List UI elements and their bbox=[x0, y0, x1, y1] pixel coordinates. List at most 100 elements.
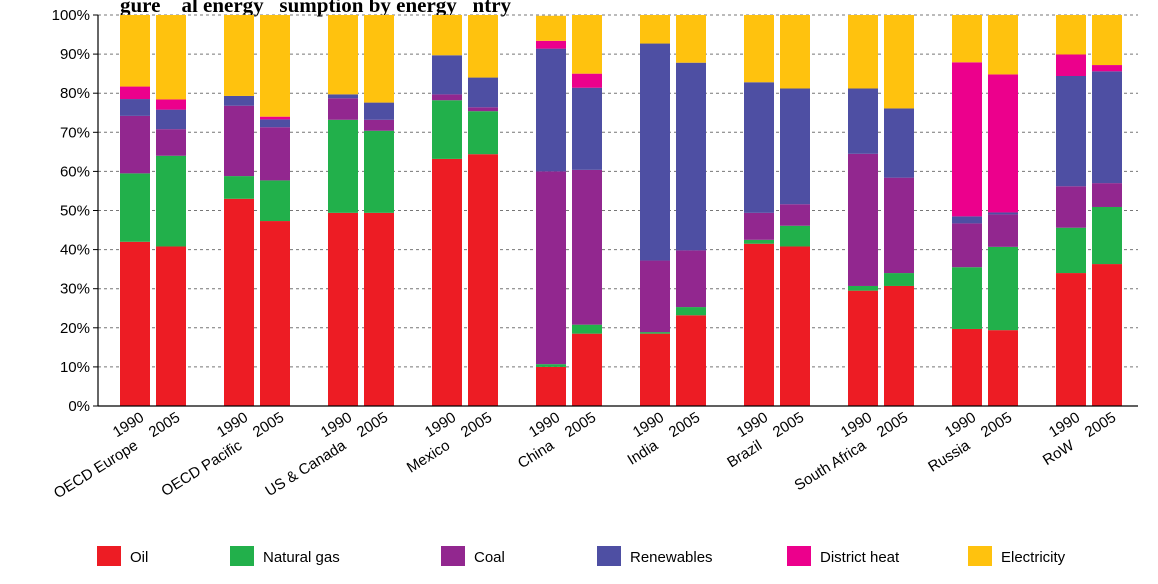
bar-segment-oil bbox=[1056, 273, 1086, 406]
x-tick-year-label: 2005 bbox=[146, 409, 183, 441]
bar-segment-coal bbox=[224, 105, 254, 177]
x-tick-year-label: 2005 bbox=[562, 409, 599, 441]
x-group-label: Russia bbox=[925, 437, 973, 476]
bar-segment-district-heat bbox=[260, 116, 290, 120]
bar-segment-renewables bbox=[1092, 71, 1122, 184]
bar-segment-natural-gas bbox=[364, 130, 394, 213]
bar-segment-renewables bbox=[364, 102, 394, 120]
bar-segment-electricity bbox=[468, 15, 498, 78]
bar-segment-district-heat bbox=[120, 86, 150, 100]
y-tick-label: 80% bbox=[60, 85, 90, 102]
x-tick-year-label: 1990 bbox=[526, 409, 563, 441]
y-tick-label: 70% bbox=[60, 124, 90, 141]
bar-segment-coal bbox=[1056, 186, 1086, 228]
x-tick-year-label: 2005 bbox=[666, 409, 703, 441]
bar-segment-natural-gas bbox=[468, 111, 498, 155]
bar-segment-oil bbox=[952, 328, 982, 406]
bar-segment-electricity bbox=[848, 15, 878, 89]
legend-swatch bbox=[230, 546, 254, 566]
bar-segment-oil bbox=[468, 154, 498, 406]
x-group-label: Brazil bbox=[724, 437, 765, 471]
bar-segment-district-heat bbox=[156, 99, 186, 110]
bar-segment-coal bbox=[156, 129, 186, 156]
bar-segment-renewables bbox=[744, 82, 774, 213]
bar-segment-coal bbox=[572, 169, 602, 325]
x-group-label: OECD Europe bbox=[51, 437, 141, 502]
y-tick-label: 10% bbox=[60, 359, 90, 376]
axis-layer: 0% 10% 20% 30% 40% 50% 60% 70% 80% 90% 100% bbox=[52, 7, 1138, 415]
bar-segment-natural-gas bbox=[156, 155, 186, 247]
bar-segment-renewables bbox=[780, 88, 810, 205]
x-tick-year-label: 1990 bbox=[734, 409, 771, 441]
bar-segment-oil bbox=[884, 285, 914, 406]
bar-segment-natural-gas bbox=[120, 173, 150, 242]
bar-segment-electricity bbox=[744, 15, 774, 83]
legend-swatch bbox=[441, 546, 465, 566]
bar-segment-oil bbox=[676, 315, 706, 406]
bar-segment-coal bbox=[1092, 183, 1122, 207]
bar-segment-renewables bbox=[884, 108, 914, 178]
bar-segment-oil bbox=[988, 330, 1018, 406]
bar-segment-coal bbox=[676, 250, 706, 308]
legend-swatch bbox=[787, 546, 811, 566]
x-group-label: South Africa bbox=[792, 437, 870, 495]
bar-segment-natural-gas bbox=[988, 246, 1018, 331]
bar-segment-renewables bbox=[468, 77, 498, 108]
x-group-label: China bbox=[515, 437, 558, 473]
y-tick-label: 30% bbox=[60, 281, 90, 298]
bar-segment-district-heat bbox=[536, 40, 566, 49]
bar-segment-renewables bbox=[676, 62, 706, 251]
x-group-label: RoW bbox=[1040, 437, 1078, 470]
bar-segment-coal bbox=[780, 204, 810, 226]
bar-segment-oil bbox=[156, 246, 186, 406]
bar-segment-oil bbox=[536, 366, 566, 406]
x-tick-year-label: 1990 bbox=[110, 409, 147, 441]
bar-segment-electricity bbox=[328, 15, 358, 95]
legend-label: Natural gas bbox=[263, 549, 340, 566]
x-tick-year-label: 1990 bbox=[942, 409, 979, 441]
x-tick-year-label: 2005 bbox=[458, 409, 495, 441]
bar-segment-electricity bbox=[156, 15, 186, 100]
bar-segment-electricity bbox=[1056, 15, 1086, 55]
bar-segment-renewables bbox=[328, 94, 358, 99]
bar-segment-coal bbox=[952, 223, 982, 268]
y-tick-label: 100% bbox=[52, 7, 90, 24]
bar-segment-renewables bbox=[120, 99, 150, 116]
bar-segment-coal bbox=[848, 153, 878, 286]
x-group-label: OECD Pacific bbox=[158, 437, 245, 500]
bar-segment-natural-gas bbox=[536, 364, 566, 367]
x-tick-year-label: 1990 bbox=[630, 409, 667, 441]
y-tick-label: 90% bbox=[60, 46, 90, 63]
bar-segment-coal bbox=[120, 115, 150, 174]
x-tick-year-label: 2005 bbox=[1082, 409, 1119, 441]
y-tick-label: 60% bbox=[60, 163, 90, 180]
bar-segment-electricity bbox=[676, 15, 706, 63]
bar-segment-electricity bbox=[884, 15, 914, 109]
bar-segment-renewables bbox=[536, 48, 566, 172]
bar-segment-oil bbox=[1092, 264, 1122, 406]
bars-layer bbox=[120, 15, 1122, 406]
bar-segment-electricity bbox=[432, 15, 462, 56]
x-group-label: Mexico bbox=[404, 437, 453, 477]
bar-segment-natural-gas bbox=[328, 119, 358, 213]
bar-segment-district-heat bbox=[572, 73, 602, 88]
bar-segment-coal bbox=[328, 98, 358, 120]
bar-segment-natural-gas bbox=[224, 176, 254, 199]
y-tick-label: 0% bbox=[68, 398, 90, 415]
bar-segment-oil bbox=[260, 221, 290, 406]
bar-segment-natural-gas bbox=[1092, 206, 1122, 265]
bar-segment-coal bbox=[884, 177, 914, 274]
x-tick-year-label: 1990 bbox=[838, 409, 875, 441]
bar-segment-coal bbox=[536, 171, 566, 365]
x-tick-year-label: 1990 bbox=[422, 409, 459, 441]
bar-segment-oil bbox=[744, 243, 774, 406]
x-group-label: US & Canada bbox=[262, 437, 349, 500]
title-layer: gure al energy sumption by energy ntry bbox=[120, 0, 512, 17]
bar-segment-electricity bbox=[780, 15, 810, 89]
bar-segment-natural-gas bbox=[676, 307, 706, 316]
x-tick-year-label: 1990 bbox=[1046, 409, 1083, 441]
bar-segment-electricity bbox=[640, 15, 670, 44]
y-tick-label: 50% bbox=[60, 203, 90, 220]
